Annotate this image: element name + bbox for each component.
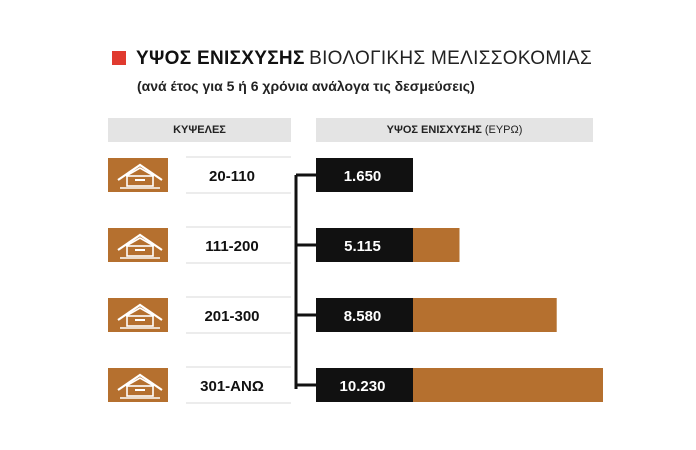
category-label: 20-110 [209, 168, 255, 185]
hives-header-label: ΚΥΨΕΛΕΣ [173, 124, 226, 136]
chart-subtitle: (ανά έτος για 5 ή 6 χρόνια ανάλογα τις δ… [137, 78, 475, 94]
title-bold: ΥΨΟΣ ΕΝΙΣΧΥΣΗΣ [136, 48, 305, 69]
amount-header-label: ΥΨΟΣ ΕΝΙΣΧΥΣΗΣ [386, 124, 482, 136]
category-label: 201-300 [204, 308, 259, 325]
amount-header-unit: (ΕΥΡΩ) [484, 124, 523, 136]
value-label: 1.650 [344, 168, 382, 185]
value-label-box [316, 228, 413, 262]
value-label-box [316, 298, 413, 332]
category-label: 301-ΑΝΩ [200, 378, 264, 395]
hive-icon-box [108, 298, 168, 332]
category-label: 111-200 [205, 238, 258, 255]
value-label: 10.230 [340, 378, 386, 395]
hive-icon-box [108, 158, 168, 192]
hives-column-header: ΚΥΨΕΛΕΣ [108, 118, 291, 142]
title-light: ΒΙΟΛΟΓΙΚΗΣ ΜΕΛΙΣΣΟΚΟΜΙΑΣ [309, 48, 593, 69]
value-label-box [316, 158, 413, 192]
title-marker-square [112, 50, 126, 65]
amount-column-header: ΥΨΟΣ ΕΝΙΣΧΥΣΗΣ (ΕΥΡΩ) [316, 118, 593, 142]
beehive-icon [117, 303, 163, 329]
chart-title: ΥΨΟΣ ΕΝΙΣΧΥΣΗΣ ΒΙΟΛΟΓΙΚΗΣ ΜΕΛΙΣΣΟΚΟΜΙΑΣ [112, 48, 592, 70]
hive-icon-box [108, 228, 168, 262]
value-label: 5.115 [344, 238, 381, 255]
value-label: 8.580 [344, 308, 382, 325]
beehive-icon [117, 163, 163, 189]
value-label-box [316, 368, 413, 402]
beehive-icon [117, 373, 163, 399]
beehive-icon [117, 233, 163, 259]
hive-icon-box [108, 368, 168, 402]
